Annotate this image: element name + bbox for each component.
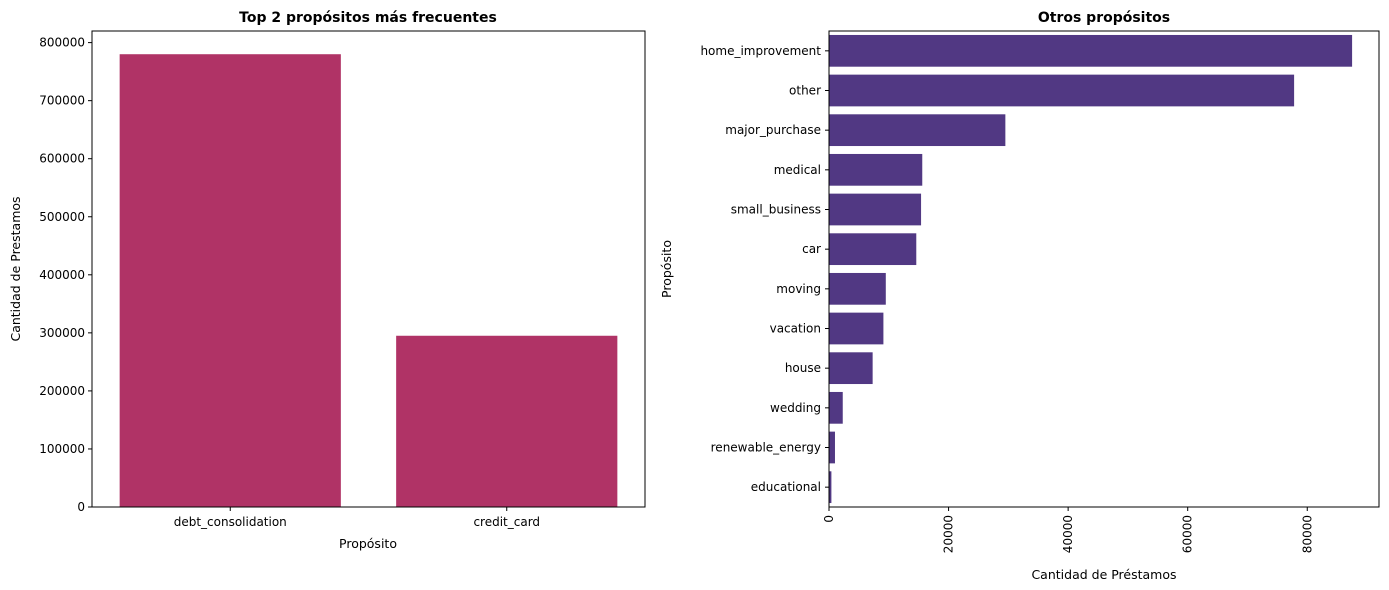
bar-credit_card — [396, 335, 618, 507]
x-tick-label: debt_consolidation — [174, 515, 287, 529]
y-tick-label: 600000 — [39, 152, 85, 166]
y-tick-label: 300000 — [39, 326, 85, 340]
y-tick-label: 500000 — [39, 210, 85, 224]
plot-frame — [828, 30, 1380, 508]
y-tick-label: 800000 — [39, 36, 85, 50]
bar-home_improvement — [829, 34, 1353, 67]
bar-wedding — [829, 391, 843, 424]
bars — [829, 34, 1353, 504]
bar-vacation — [829, 312, 884, 345]
y-tick-label: medical — [774, 163, 821, 177]
y-axis-label: Cantidad de Prestamos — [8, 196, 23, 341]
chart-title: Otros propósitos — [1038, 10, 1170, 26]
chart-title: Top 2 propósitos más frecuentes — [239, 10, 497, 26]
x-tick-label: credit_card — [473, 515, 540, 529]
bar-debt_consolidation — [119, 54, 341, 507]
axis-ticks: debt_consolidation credit_card 0 100000 2000… — [39, 36, 540, 529]
y-tick-label: 400000 — [39, 268, 85, 282]
bar-moving — [829, 272, 886, 305]
bar-renewable_energy — [829, 431, 835, 464]
bar-educational — [829, 471, 832, 504]
y-tick-label: educational — [751, 480, 821, 494]
y-tick-label: moving — [776, 282, 821, 296]
y-tick-label: wedding — [770, 401, 821, 415]
y-tick-label: small_business — [731, 203, 821, 217]
x-tick-label: 80000 — [1300, 515, 1314, 553]
y-tick-label: vacation — [770, 322, 821, 336]
y-tick-label: house — [785, 361, 821, 375]
y-tick-label: 100000 — [39, 442, 85, 456]
y-axis-label: Propósito — [659, 240, 674, 298]
bar-medical — [829, 153, 923, 186]
chart-top-purposes: Top 2 propósitos más frecuentes debt_con… — [8, 10, 646, 551]
bar-car — [829, 233, 917, 266]
bars — [119, 54, 618, 507]
y-tick-label: major_purchase — [725, 123, 821, 137]
y-tick-label: 0 — [77, 500, 85, 514]
y-tick-label: 700000 — [39, 94, 85, 108]
y-tick-label: 200000 — [39, 384, 85, 398]
bar-major_purchase — [829, 114, 1006, 147]
x-axis-label: Cantidad de Préstamos — [1031, 567, 1176, 582]
y-tick-label: car — [802, 242, 821, 256]
x-tick-label: 40000 — [1061, 515, 1075, 553]
x-tick-label: 60000 — [1181, 515, 1195, 553]
x-tick-label: 20000 — [942, 515, 956, 553]
bar-house — [829, 352, 873, 385]
plot-frame — [91, 30, 646, 508]
bar-small_business — [829, 193, 922, 226]
y-tick-label: renewable_energy — [711, 441, 821, 455]
x-axis-label: Propósito — [339, 536, 397, 551]
x-tick-label: 0 — [822, 515, 836, 523]
bar-other — [829, 74, 1295, 107]
y-tick-label: home_improvement — [700, 44, 821, 58]
y-tick-label: other — [789, 84, 821, 98]
